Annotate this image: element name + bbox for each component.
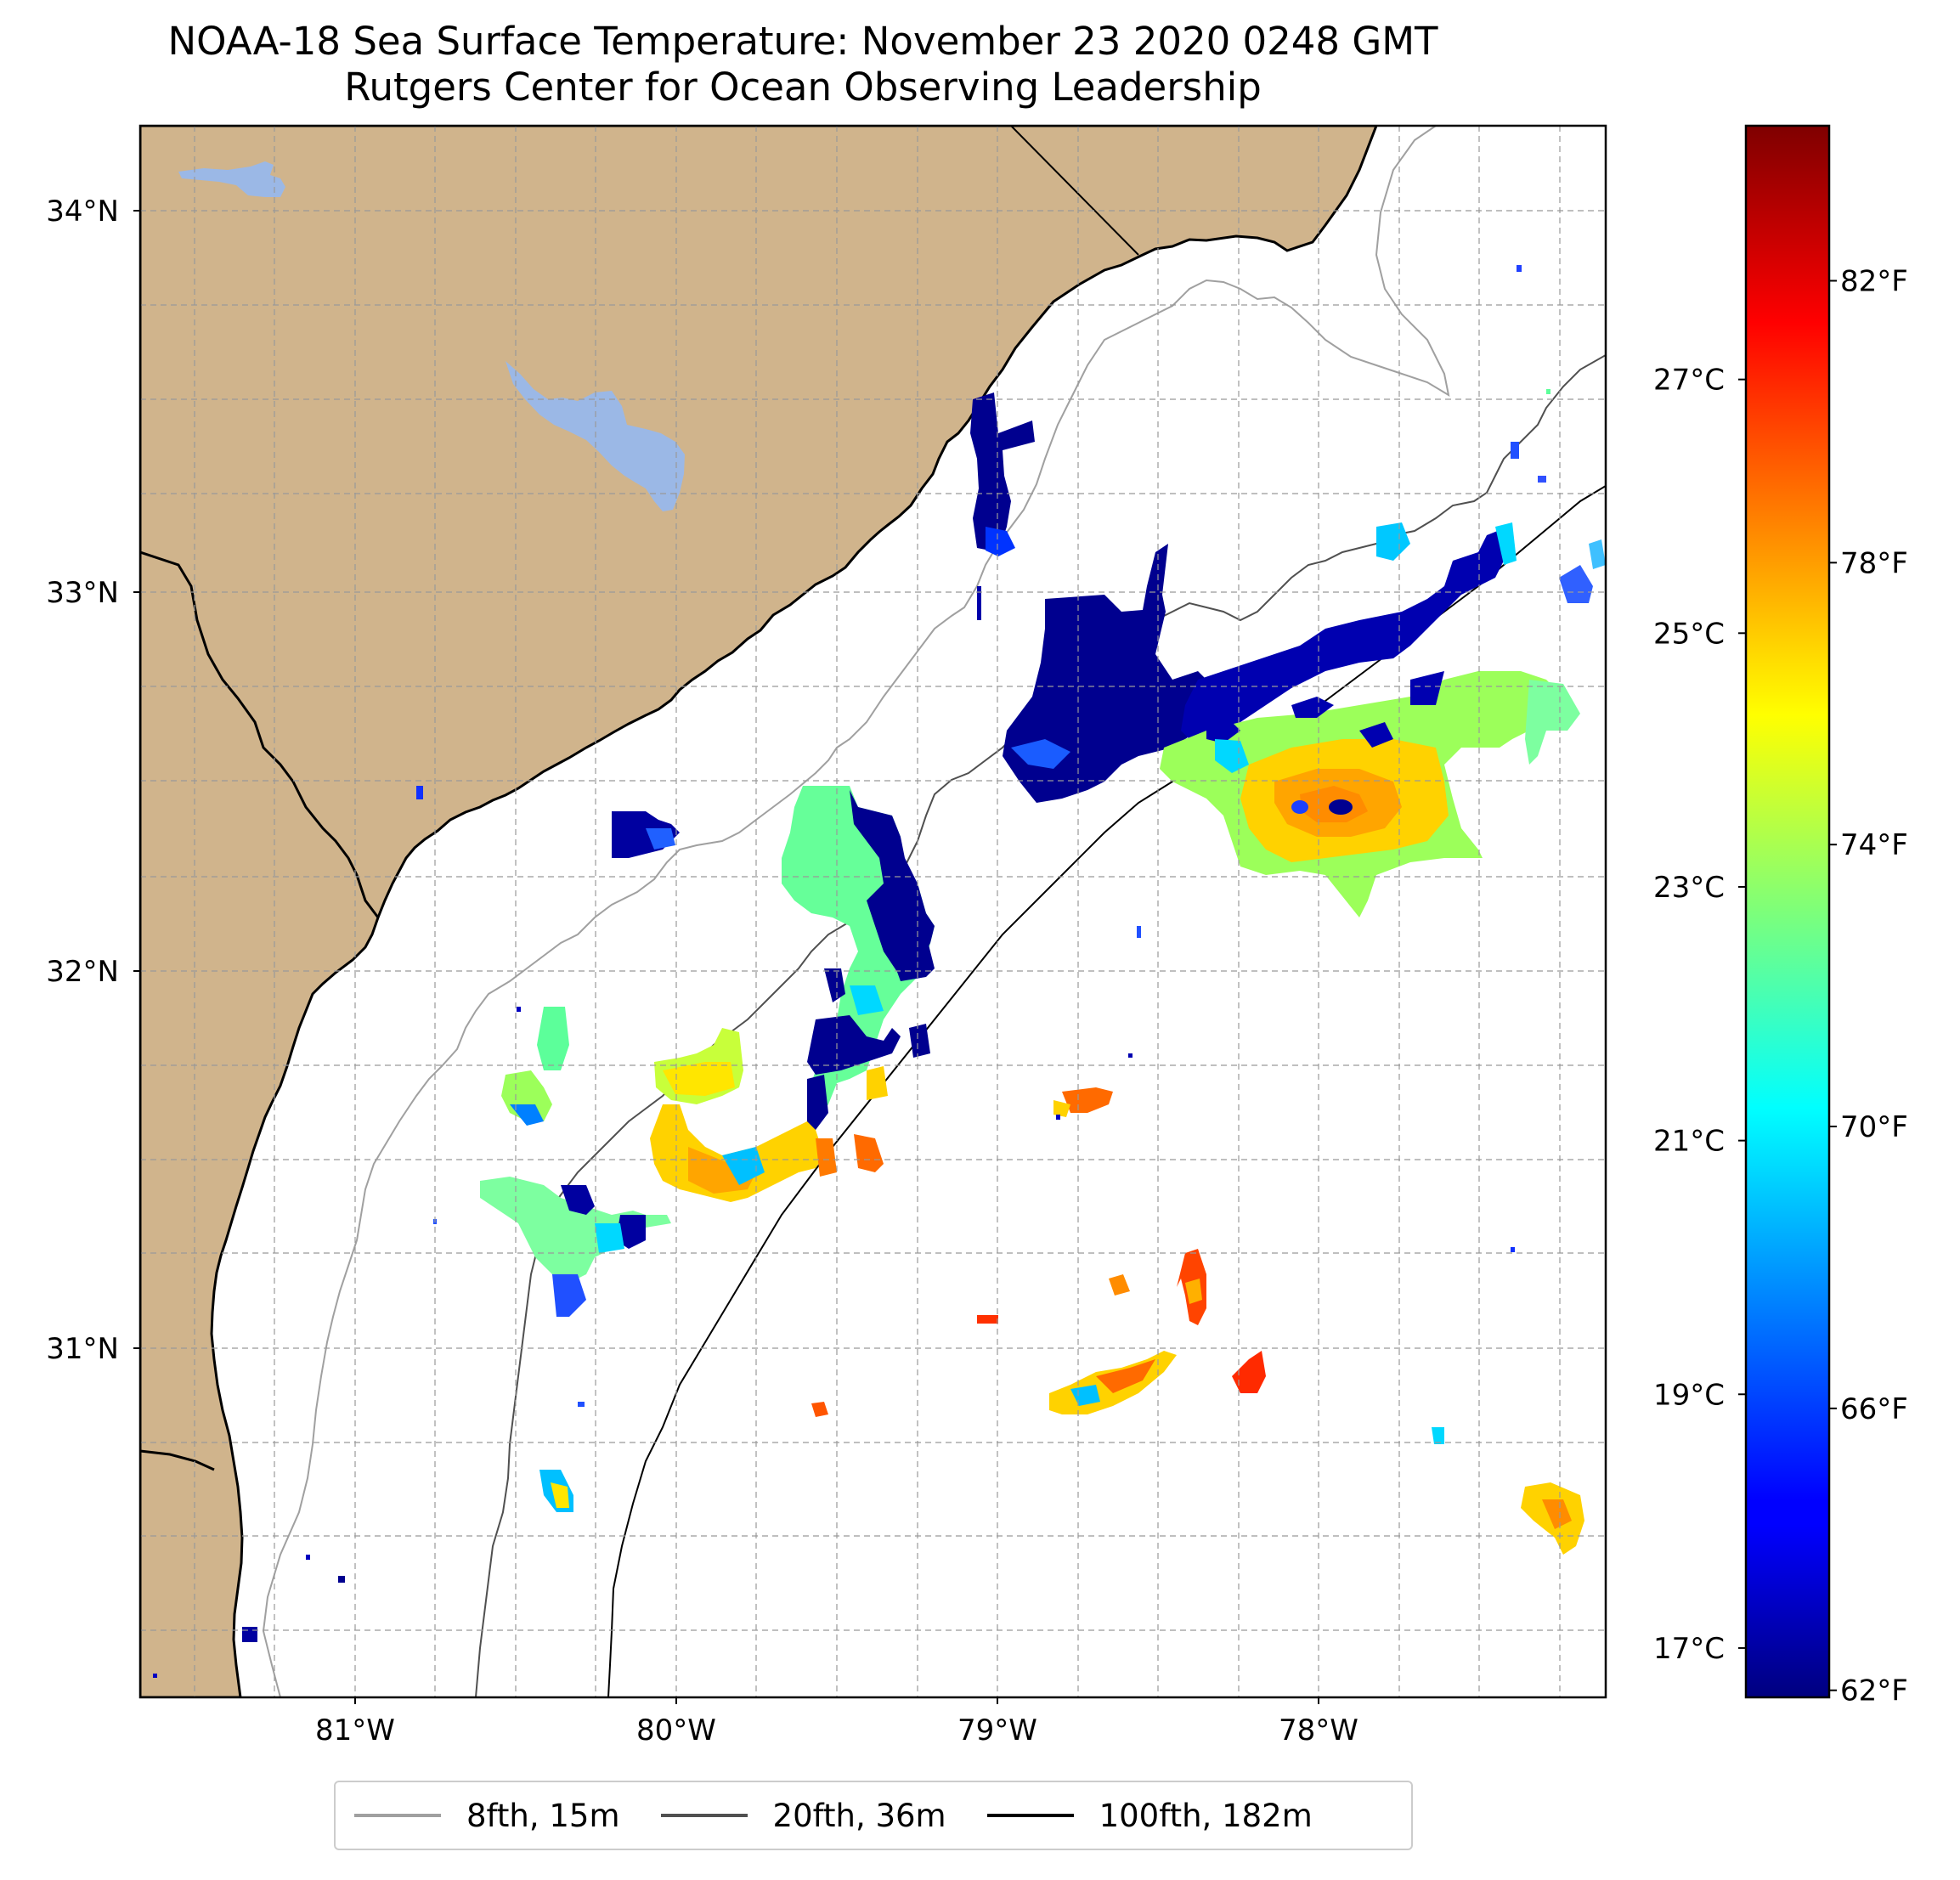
lat-label-34: 34°N [46,195,119,229]
colorbar-f-label-74: 74°F [1840,828,1908,862]
legend-label-8fth: 8fth, 15m [466,1797,620,1834]
land-mass [140,126,1378,1697]
colorbar-frame [1744,124,1831,1699]
lon-label-80: 80°W [636,1713,716,1747]
legend-item-100fth: 100fth, 182m [986,1797,1313,1834]
coast-detail-south [140,1449,215,1471]
gridlines [140,126,1606,1697]
legend-label-20fth: 20fth, 36m [772,1797,946,1834]
colorbar-c-label-21: 21°C [1653,1125,1725,1159]
contour-8fth [262,126,1450,1697]
colorbar-c-label-17: 17°C [1653,1632,1725,1666]
sst-data [153,265,1606,1678]
colorbar-c-label-23: 23°C [1653,871,1725,905]
colorbar-f-label-70: 70°F [1840,1110,1908,1144]
lat-label-33: 33°N [46,576,119,610]
colorbar [1746,126,1829,1697]
lon-axis [354,1697,1319,1704]
map-frame [138,124,1607,1699]
lon-label-79: 79°W [957,1713,1037,1747]
map-subtitle: Rutgers Center for Ocean Observing Leade… [344,65,1262,110]
legend-line-20fth [660,1814,748,1817]
inland-coast-detail [140,550,380,918]
lake-marion [178,161,285,197]
colorbar-c-label-19: 19°C [1653,1378,1725,1412]
contour-legend: 8fth, 15m 20fth, 36m 100fth, 182m [334,1781,1413,1850]
legend-item-8fth: 8fth, 15m [354,1798,620,1834]
colorbar-c-label-27: 27°C [1653,364,1725,398]
colorbar-f-label-78: 78°F [1840,546,1908,580]
state-border [1010,126,1139,256]
legend-line-8fth [354,1814,441,1817]
lat-label-31: 31°N [46,1332,119,1366]
map-title: NOAA-18 Sea Surface Temperature: Novembe… [167,19,1438,64]
lat-axis [133,210,140,1349]
colorbar-ticks [1738,279,1837,1691]
colorbar-f-label-82: 82°F [1840,265,1908,299]
lon-label-81: 81°W [315,1713,395,1747]
colorbar-c-label-25: 25°C [1653,617,1725,651]
colorbar-f-label-66: 66°F [1840,1392,1908,1426]
colorbar-f-label-62: 62°F [1840,1674,1908,1708]
lon-label-78: 78°W [1279,1713,1358,1747]
legend-line-100fth [986,1814,1074,1817]
legend-label-100fth: 100fth, 182m [1099,1797,1313,1834]
lat-label-32: 32°N [46,955,119,989]
legend-item-20fth: 20fth, 36m [660,1797,946,1834]
